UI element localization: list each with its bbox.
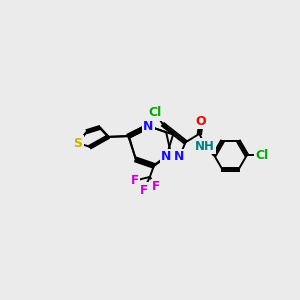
Text: Cl: Cl	[149, 106, 162, 119]
Text: N: N	[174, 150, 184, 164]
Text: NH: NH	[195, 140, 215, 153]
Text: S: S	[73, 136, 82, 149]
Text: F: F	[140, 184, 148, 196]
Text: N: N	[143, 120, 154, 133]
Text: O: O	[196, 115, 206, 128]
Text: F: F	[152, 180, 160, 194]
Text: N: N	[161, 150, 171, 164]
Text: F: F	[130, 174, 138, 187]
Text: Cl: Cl	[256, 149, 269, 162]
